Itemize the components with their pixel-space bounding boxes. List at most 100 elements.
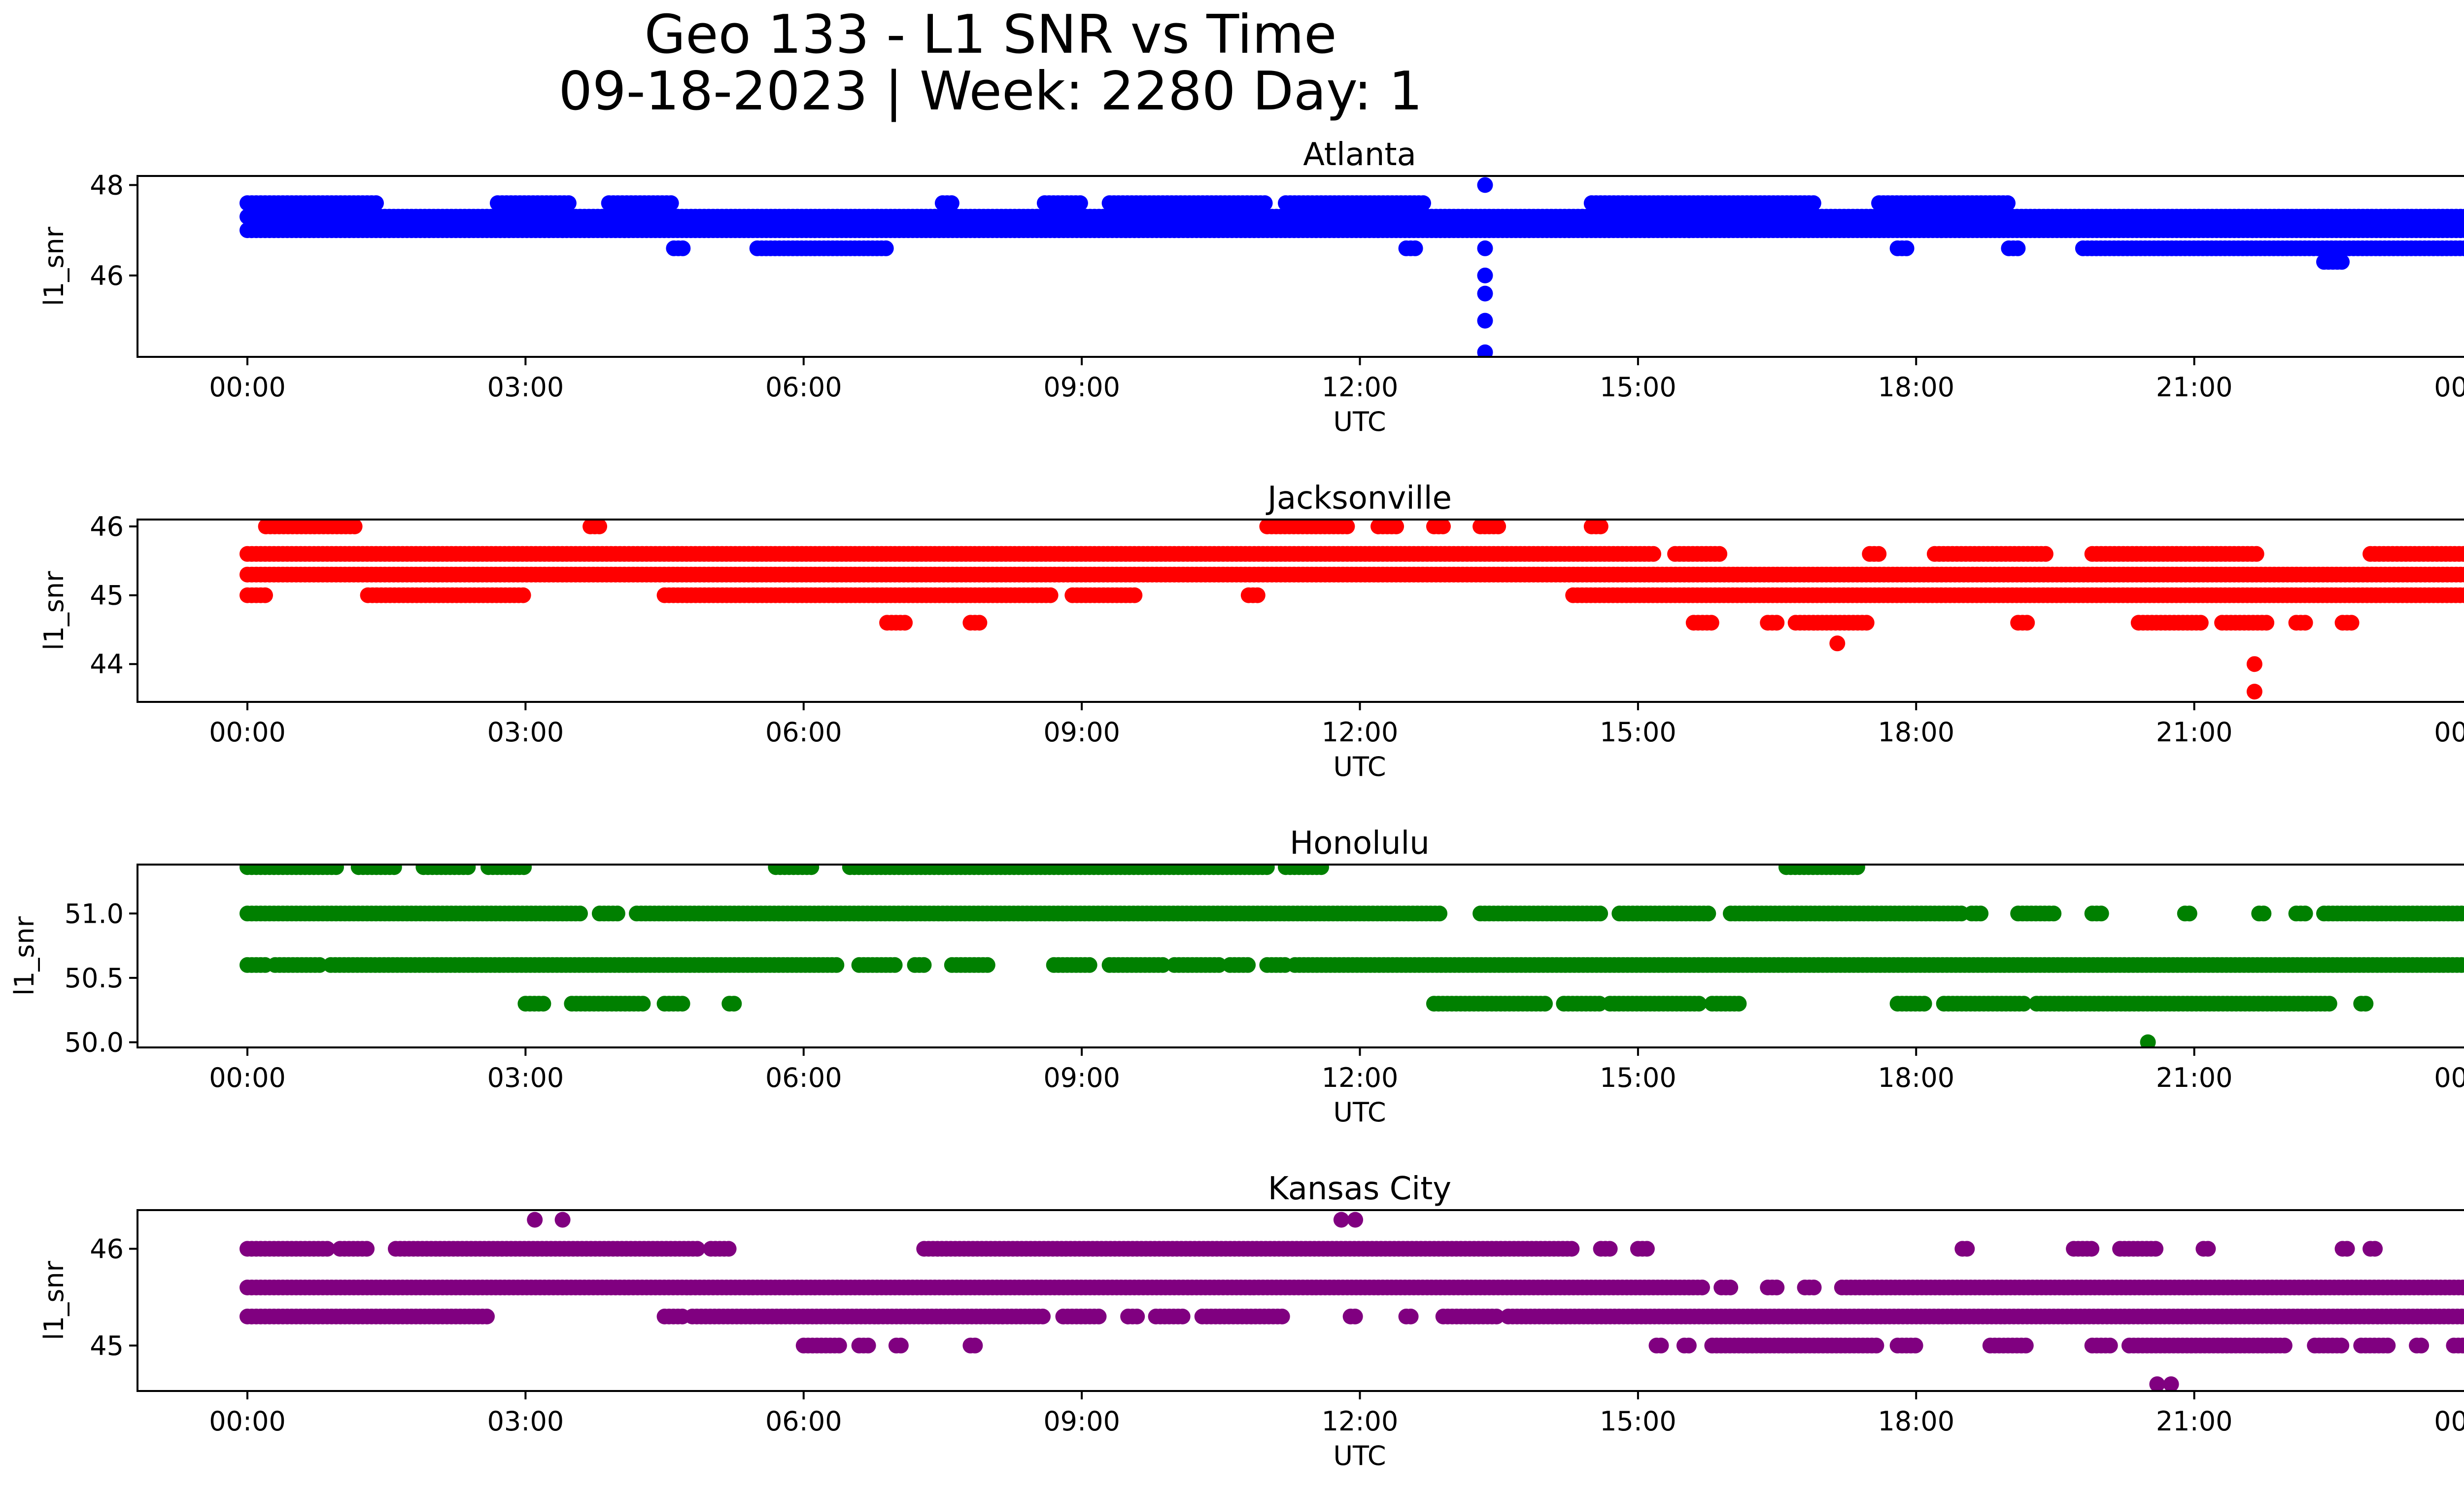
data-point <box>2458 957 2464 973</box>
y-tick-label: 51.0 <box>65 898 124 929</box>
data-point <box>1769 1280 1785 1295</box>
data-point <box>1249 587 1266 603</box>
data-point <box>1259 865 1275 875</box>
x-tick-label: 09:00 <box>1043 717 1120 748</box>
x-tick-label: 21:00 <box>2156 1062 2233 1093</box>
x-tick-label: 00:00 <box>2434 372 2464 403</box>
x-tick-label: 15:00 <box>1600 717 1677 748</box>
data-point <box>560 195 577 211</box>
scatter-series <box>240 1212 2464 1391</box>
subplot-atlanta: 00:00 03:00 06:00 09:00 12:00 15:00 18:00 21:00… <box>38 137 2464 437</box>
data-point <box>1805 195 1821 211</box>
x-tick-label: 15:00 <box>1600 372 1677 403</box>
x-tick-label: 00:00 <box>2434 1062 2464 1093</box>
data-point <box>1564 1241 1580 1257</box>
data-point <box>674 996 690 1012</box>
data-point <box>2358 996 2374 1012</box>
data-point <box>1639 1241 1655 1257</box>
data-point <box>1645 546 1661 562</box>
x-axis-label: UTC <box>1333 751 1386 782</box>
data-point <box>1477 267 1493 283</box>
data-point <box>689 1241 705 1257</box>
data-point <box>2462 960 2464 970</box>
x-axis-label: UTC <box>1333 406 1386 437</box>
data-point <box>2462 224 2464 236</box>
data-point <box>2460 547 2464 561</box>
x-tick-label: 00:00 <box>2434 717 2464 748</box>
data-point <box>1072 195 1088 211</box>
data-point <box>2461 589 2464 601</box>
data-point <box>2297 905 2313 922</box>
data-point <box>2339 1241 2355 1257</box>
data-point <box>2367 1241 2383 1257</box>
data-point <box>1477 344 1493 357</box>
data-point <box>1871 546 1887 562</box>
data-point <box>2259 615 2275 631</box>
data-point <box>897 615 913 631</box>
data-point <box>1916 996 1932 1012</box>
y-tick-label: 46 <box>90 260 124 291</box>
x-tick-label: 18:00 <box>1878 717 1954 748</box>
data-point <box>1042 587 1059 603</box>
data-point <box>663 195 679 211</box>
data-point <box>386 865 402 875</box>
data-point <box>257 587 273 603</box>
x-tick-label: 06:00 <box>765 1062 842 1093</box>
data-point <box>2457 209 2464 225</box>
subplot-jacksonville: 00:00 03:00 06:00 09:00 12:00 15:00 18:00 21:00… <box>38 480 2464 782</box>
subplot-title: Atlanta <box>1303 137 1416 173</box>
x-axis-label: UTC <box>1333 1097 1386 1128</box>
data-point <box>1731 996 1747 1012</box>
data-point <box>1477 285 1493 302</box>
data-point <box>1127 587 1143 603</box>
data-point <box>359 1241 375 1257</box>
data-point <box>2463 908 2464 918</box>
data-point <box>2462 210 2464 223</box>
data-point <box>2321 996 2337 1012</box>
scatter-series <box>240 865 2464 1047</box>
data-point <box>1477 313 1493 329</box>
data-point <box>1407 240 1423 256</box>
data-point <box>2093 905 2109 922</box>
data-point <box>1081 957 1097 973</box>
data-point <box>2297 615 2313 631</box>
x-tick-label: 21:00 <box>2156 717 2233 748</box>
data-point <box>1211 957 1227 973</box>
data-point <box>311 957 328 973</box>
x-tick-label: 18:00 <box>1878 372 1954 403</box>
x-tick-label: 03:00 <box>487 1062 564 1093</box>
data-point <box>2334 254 2350 270</box>
data-point <box>346 520 363 534</box>
data-point <box>635 996 651 1012</box>
data-point <box>1477 240 1493 256</box>
scatter-series <box>240 177 2464 357</box>
data-point <box>2459 1280 2464 1295</box>
data-point <box>1973 905 1989 922</box>
x-tick-label: 21:00 <box>2156 372 2233 403</box>
data-point <box>572 905 588 922</box>
data-point <box>2192 615 2209 631</box>
data-point <box>2200 1241 2216 1257</box>
chart-title-line-2: 09-18-2023 | Week: 2280 Day: 1 <box>558 61 1422 122</box>
data-point <box>479 1308 495 1324</box>
data-point <box>516 865 532 875</box>
data-point <box>2457 222 2464 238</box>
data-point <box>2343 615 2360 631</box>
data-point <box>1477 177 1493 193</box>
data-point <box>2181 905 2197 922</box>
data-point <box>971 615 988 631</box>
y-tick-label: 50.5 <box>65 963 124 994</box>
data-point <box>1435 520 1451 534</box>
data-point <box>1313 865 1329 875</box>
data-point <box>2016 996 2032 1012</box>
y-tick-label: 50.0 <box>65 1027 124 1058</box>
x-tick-label: 18:00 <box>1878 1062 1954 1093</box>
data-point <box>609 905 625 922</box>
x-tick-label: 03:00 <box>487 372 564 403</box>
data-point <box>943 195 959 211</box>
y-tick-label: 48 <box>90 170 124 201</box>
data-point <box>2246 684 2262 700</box>
data-point <box>803 865 820 875</box>
x-tick-label: 06:00 <box>765 717 842 748</box>
